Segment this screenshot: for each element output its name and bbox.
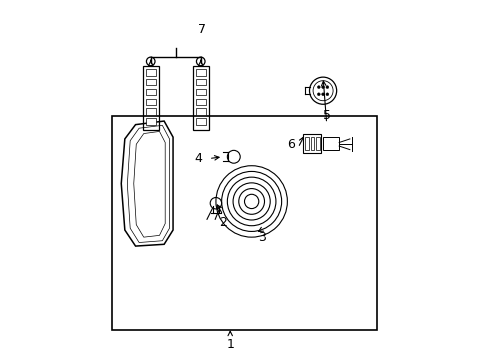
Text: 4: 4 <box>194 152 202 165</box>
Bar <box>112 116 376 330</box>
Circle shape <box>325 93 328 96</box>
Bar <box>192 66 208 130</box>
Bar <box>145 79 156 85</box>
Text: 3: 3 <box>258 231 266 244</box>
Text: 7: 7 <box>197 23 205 36</box>
Bar <box>145 118 156 125</box>
Bar <box>145 89 156 95</box>
Bar <box>323 137 339 150</box>
Circle shape <box>321 86 324 89</box>
Bar <box>195 108 205 115</box>
Bar <box>195 69 205 76</box>
Bar <box>195 118 205 125</box>
Text: 5: 5 <box>322 109 330 122</box>
Text: 2: 2 <box>219 216 226 229</box>
Bar <box>145 69 156 76</box>
Bar <box>303 134 321 153</box>
Bar <box>145 99 156 105</box>
Circle shape <box>317 93 320 96</box>
Text: 6: 6 <box>286 138 294 151</box>
Circle shape <box>317 86 320 89</box>
Bar <box>195 79 205 85</box>
Circle shape <box>321 93 324 96</box>
Text: 1: 1 <box>226 338 234 351</box>
Bar <box>310 137 313 150</box>
Circle shape <box>325 86 328 89</box>
Bar <box>195 89 205 95</box>
Bar <box>305 137 308 150</box>
Bar <box>142 66 159 130</box>
Bar <box>195 99 205 105</box>
Bar <box>145 108 156 115</box>
Bar <box>315 137 319 150</box>
